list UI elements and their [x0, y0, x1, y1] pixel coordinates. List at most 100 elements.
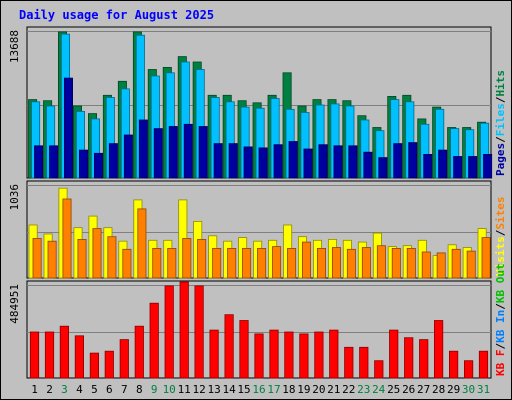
bar-sites — [272, 246, 282, 279]
bar-pages — [108, 143, 118, 179]
chart-title: Daily usage for August 2025 — [19, 8, 214, 22]
x-tick-label: 5 — [91, 383, 98, 396]
bar-kb-f — [104, 350, 114, 379]
x-tick-label: 30 — [462, 383, 475, 396]
bar-sites — [406, 247, 416, 279]
bar-sites — [122, 248, 132, 279]
bar-sites — [331, 247, 341, 279]
bar-kb-f — [463, 360, 474, 379]
side-legend-part: KB In — [494, 310, 507, 343]
side-legend-part: Hits — [494, 70, 507, 97]
side-legend-part: KB F — [494, 350, 507, 377]
bar-sites — [466, 250, 476, 279]
bar-pages — [348, 145, 358, 179]
bar-kb-f — [209, 329, 219, 379]
bar-pages — [438, 149, 448, 179]
bar-kb-f — [344, 346, 354, 379]
bar-sites — [182, 238, 192, 279]
x-tick-label: 27 — [417, 383, 430, 396]
bar-kb-f — [239, 320, 249, 379]
bar-kb-f — [419, 339, 429, 379]
x-tick-label: 28 — [432, 383, 445, 396]
bar-kb-f — [433, 320, 444, 379]
bar-pages — [423, 153, 433, 179]
bar-sites — [391, 247, 401, 279]
bar-kb-f — [134, 325, 144, 379]
x-tick-label: 18 — [282, 383, 295, 396]
bar-sites — [451, 248, 461, 279]
bar-pages — [483, 153, 493, 179]
bar-pages — [138, 119, 148, 179]
x-tick-label: 15 — [237, 383, 250, 396]
bar-kb-f — [89, 352, 99, 379]
bar-pages — [198, 126, 208, 179]
bar-pages — [258, 147, 268, 179]
bar-pages — [393, 143, 403, 179]
bar-sites — [77, 238, 87, 279]
bar-kb-f — [164, 285, 174, 379]
bar-pages — [333, 145, 343, 179]
bar-sites — [421, 251, 431, 279]
bar-pages — [64, 77, 74, 179]
bar-pages — [468, 156, 478, 179]
x-tick-label: 10 — [163, 383, 176, 396]
bar-pages — [453, 156, 463, 179]
panel-middle: 1036 Visits/Sites — [8, 180, 507, 279]
bar-sites — [436, 252, 446, 279]
x-tick-label: 8 — [136, 383, 143, 396]
bar-pages — [123, 134, 133, 179]
bar-sites — [107, 236, 117, 279]
bar-sites — [287, 247, 297, 279]
bar-sites — [481, 237, 491, 279]
x-tick-label: 29 — [447, 383, 460, 396]
bar-pages — [318, 144, 328, 179]
bar-pages — [273, 144, 283, 179]
x-tick-label: 12 — [192, 383, 205, 396]
bar-pages — [168, 126, 178, 179]
x-tick-label: 23 — [357, 383, 370, 396]
bar-sites — [32, 238, 42, 279]
side-legend-part: / — [494, 96, 507, 103]
bar-pages — [213, 143, 223, 179]
bar-pages — [79, 149, 89, 179]
bar-kb-f — [29, 331, 40, 379]
bar-kb-f — [314, 331, 324, 379]
bar-kb-f — [284, 331, 294, 379]
side-legend-top: Pages/Files/Hits — [494, 70, 507, 176]
x-axis-labels: 1 2 3 4 5 6 7 8 9 10 11 12 13 14 15 16 17 18 19 20 21 22 23 24 2… — [31, 383, 490, 396]
x-tick-label: 21 — [327, 383, 340, 396]
bar-sites — [316, 247, 326, 279]
bar-kb-f — [44, 331, 55, 379]
bar-pages — [34, 145, 44, 179]
x-tick-label: 13 — [207, 383, 220, 396]
x-tick-label: 16 — [252, 383, 265, 396]
x-tick-label: 20 — [312, 383, 325, 396]
bar-sites — [212, 247, 222, 279]
side-legend-part: KB Out — [494, 263, 507, 303]
x-tick-label: 22 — [342, 383, 355, 396]
x-tick-label: 19 — [297, 383, 310, 396]
side-legend-part: / — [494, 229, 507, 236]
side-legend-part: Pages — [494, 143, 507, 176]
bar-sites — [242, 247, 252, 279]
bar-pages — [408, 142, 418, 179]
bar-pages — [243, 146, 253, 179]
x-tick-label: 11 — [178, 383, 191, 396]
bar-sites — [152, 247, 162, 279]
bar-sites — [257, 247, 267, 279]
bar-kb-f — [149, 302, 159, 379]
y-max-label-middle: 1036 — [8, 184, 21, 211]
x-tick-label: 31 — [477, 383, 490, 396]
bar-pages — [94, 152, 104, 179]
side-legend-middle: Visits/Sites — [494, 197, 507, 277]
bar-kb-f — [448, 350, 459, 379]
side-legend-part: / — [494, 343, 507, 350]
bar-kb-f — [374, 360, 384, 379]
bar-kb-f — [59, 325, 70, 379]
bar-pages — [303, 148, 313, 179]
bar-kb-f — [389, 329, 399, 379]
side-legend-part: / — [494, 136, 507, 143]
bar-pages — [288, 141, 298, 179]
